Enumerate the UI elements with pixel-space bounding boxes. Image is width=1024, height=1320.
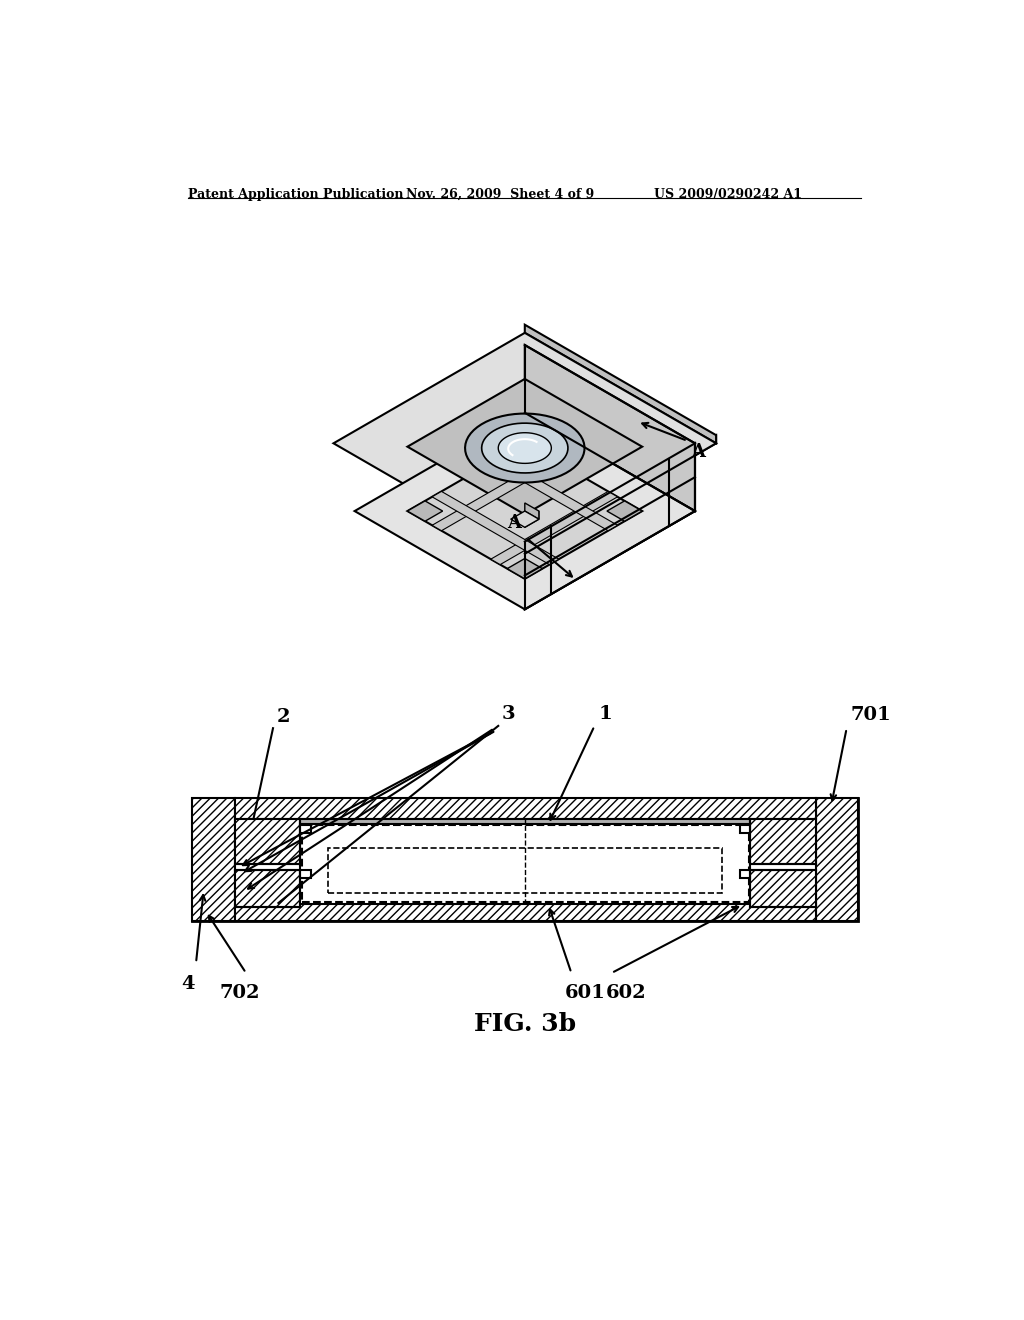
Bar <box>300 818 751 824</box>
Bar <box>234 904 816 921</box>
Bar <box>300 825 310 833</box>
Polygon shape <box>499 433 551 463</box>
Text: 1: 1 <box>598 705 612 723</box>
Polygon shape <box>481 424 568 473</box>
Text: 3: 3 <box>502 705 516 723</box>
Text: US 2009/0290242 A1: US 2009/0290242 A1 <box>654 187 802 201</box>
Polygon shape <box>524 511 539 527</box>
Polygon shape <box>524 325 716 444</box>
Bar <box>193 797 234 921</box>
Text: FIG. 3a: FIG. 3a <box>474 552 575 576</box>
Text: 2: 2 <box>276 708 291 726</box>
Text: 702: 702 <box>220 983 260 1002</box>
Bar <box>301 825 749 903</box>
Text: 701: 701 <box>851 706 891 725</box>
Polygon shape <box>432 491 559 565</box>
Polygon shape <box>408 444 642 579</box>
Text: Nov. 26, 2009  Sheet 4 of 9: Nov. 26, 2009 Sheet 4 of 9 <box>407 187 595 201</box>
Polygon shape <box>507 558 543 579</box>
Polygon shape <box>524 503 539 519</box>
Text: Patent Application Publication: Patent Application Publication <box>188 187 403 201</box>
Polygon shape <box>524 436 716 554</box>
Bar <box>329 849 722 892</box>
Polygon shape <box>432 458 559 531</box>
Bar <box>739 825 751 833</box>
Bar <box>193 797 858 921</box>
Polygon shape <box>524 444 695 610</box>
Polygon shape <box>607 500 642 521</box>
Bar <box>234 797 816 818</box>
Polygon shape <box>511 511 539 527</box>
Text: FIG. 3b: FIG. 3b <box>474 1011 575 1036</box>
Bar <box>816 797 858 921</box>
Polygon shape <box>334 333 716 554</box>
Bar <box>300 870 310 878</box>
Bar <box>751 818 816 863</box>
Polygon shape <box>507 444 543 463</box>
Polygon shape <box>465 413 585 483</box>
Bar <box>751 870 816 907</box>
Polygon shape <box>490 491 617 565</box>
Text: A: A <box>691 444 706 461</box>
Polygon shape <box>524 345 695 511</box>
Bar <box>739 870 751 878</box>
Text: 601: 601 <box>565 983 606 1002</box>
Bar <box>234 870 300 907</box>
Bar <box>234 818 300 863</box>
Polygon shape <box>354 413 695 610</box>
Polygon shape <box>408 379 642 515</box>
Text: 4: 4 <box>181 974 195 993</box>
Text: A: A <box>507 513 521 532</box>
Text: 602: 602 <box>606 983 647 1002</box>
Polygon shape <box>408 500 442 521</box>
Polygon shape <box>490 458 617 531</box>
